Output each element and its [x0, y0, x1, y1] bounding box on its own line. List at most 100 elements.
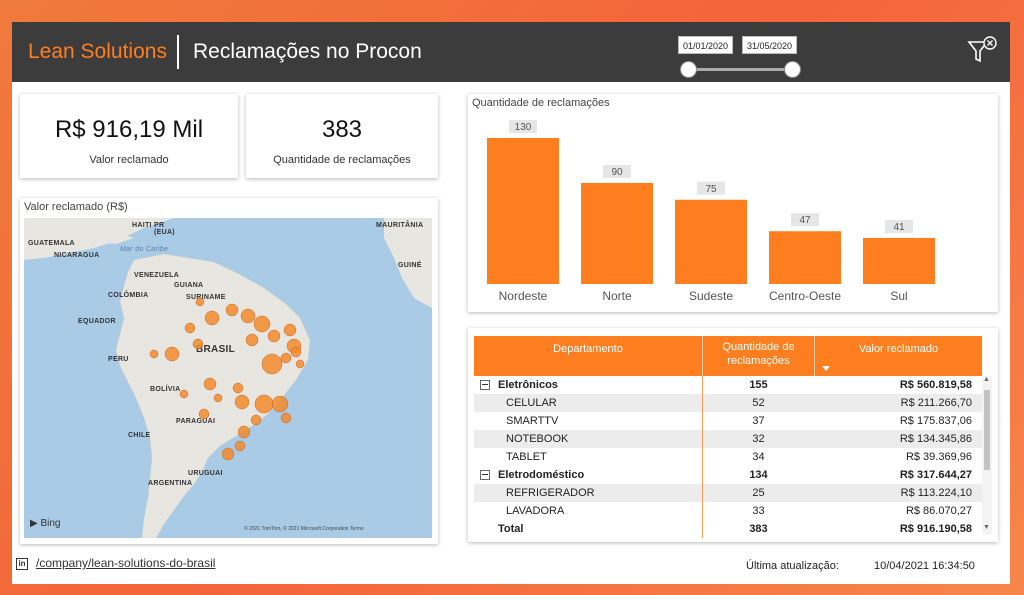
table-body: Eletrônicos 155 R$ 560.819,58 CELULAR 52 R$ 2…: [474, 376, 982, 538]
table-scrollbar[interactable]: ▲ ▼: [982, 376, 992, 534]
table-row[interactable]: CELULAR 52 R$ 211.266,70: [474, 394, 982, 412]
map-bubble[interactable]: [221, 447, 235, 461]
kpi-card-valor: R$ 916,19 Mil Valor reclamado: [20, 94, 238, 178]
row-valor: R$ 916.190,58: [899, 523, 972, 535]
department-table: Departamento Quantidade de reclamações V…: [468, 328, 998, 542]
table-row[interactable]: REFRIGERADOR 25 R$ 113.224,10: [474, 484, 982, 502]
bar-chart[interactable]: 130 Nordeste 90 Norte 75 Sudeste 47 Centro-Oest…: [468, 94, 998, 312]
map-bubble[interactable]: [204, 310, 220, 326]
kpi-value: 383: [321, 116, 363, 143]
map-bubble[interactable]: [254, 394, 274, 414]
row-valor: R$ 113.224,10: [900, 487, 972, 499]
bar-nordeste[interactable]: [487, 138, 559, 284]
map-label-haiti: HAITI: [132, 222, 152, 229]
map-bubble[interactable]: [240, 308, 256, 324]
data-label-bg: [791, 213, 819, 227]
header-bar: Lean Solutions Reclamações no Procon 01/…: [12, 22, 1010, 82]
map-bubble[interactable]: [203, 377, 217, 391]
linkedin-link[interactable]: in/company/lean-solutions-do-brasil: [16, 556, 215, 570]
map-bubble[interactable]: [250, 414, 262, 426]
map-bubble[interactable]: [184, 322, 196, 334]
bing-label: Bing: [40, 518, 61, 529]
data-label: 75: [705, 184, 717, 195]
row-valor: R$ 86.070,27: [905, 505, 972, 517]
map-bubble[interactable]: [271, 395, 289, 413]
bing-logo: ▶ Bing: [30, 518, 61, 529]
linkedin-link-text[interactable]: /company/lean-solutions-do-brasil: [36, 556, 216, 570]
bar-norte[interactable]: [581, 182, 653, 284]
sort-desc-icon[interactable]: [822, 366, 830, 371]
table-row[interactable]: SMARTTV 37 R$ 175.837,06: [474, 412, 982, 430]
date-range-slider[interactable]: [688, 68, 796, 71]
row-valor: R$ 317.644,27: [899, 469, 972, 481]
map-bubble[interactable]: [192, 338, 204, 350]
map-bubble[interactable]: [198, 408, 210, 420]
linkedin-icon: in: [16, 557, 28, 570]
data-label-bg: [697, 181, 725, 195]
category-label: Sul: [890, 289, 907, 303]
table-row[interactable]: TABLET 34 R$ 39.369,96: [474, 448, 982, 466]
row-valor: R$ 175.837,06: [899, 415, 972, 427]
map-bubble[interactable]: [195, 297, 205, 307]
clear-filters-icon[interactable]: [966, 34, 1002, 70]
scroll-thumb[interactable]: [984, 390, 990, 470]
table-row[interactable]: NOTEBOOK 32 R$ 134.345,86: [474, 430, 982, 448]
row-label: Eletrônicos: [498, 379, 558, 391]
slider-handle-start[interactable]: [680, 61, 697, 78]
map-bubble[interactable]: [261, 353, 283, 375]
map-bubble[interactable]: [213, 393, 223, 403]
brand-name: Lean Solutions: [28, 40, 167, 63]
bar-sul[interactable]: [863, 237, 935, 284]
map-bubble[interactable]: [253, 315, 271, 333]
row-quantidade: 383: [702, 520, 814, 538]
map-bubble[interactable]: [234, 394, 250, 410]
map-bubble[interactable]: [149, 349, 159, 359]
data-label-bg: [885, 219, 913, 233]
table-group-row[interactable]: Eletrônicos 155 R$ 560.819,58: [474, 376, 982, 394]
map-bubble[interactable]: [225, 303, 239, 317]
bar-centro-oeste[interactable]: [769, 231, 841, 284]
row-valor: R$ 211.266,70: [900, 397, 972, 409]
row-valor: R$ 560.819,58: [899, 379, 972, 391]
map-label-chile: CHILE: [128, 432, 151, 439]
map-bubble[interactable]: [283, 323, 297, 337]
map-label-bolivia: BOLÍVIA: [150, 386, 181, 393]
row-label: Total: [498, 523, 524, 535]
row-valor: R$ 39.369,96: [905, 451, 972, 463]
header-valor[interactable]: Valor reclamado: [814, 336, 982, 376]
map-bubble[interactable]: [237, 425, 251, 439]
map-label-equador: EQUADOR: [78, 318, 116, 325]
map-bubble[interactable]: [295, 359, 305, 369]
row-label: NOTEBOOK: [506, 433, 569, 445]
row-quantidade: 34: [702, 448, 814, 466]
category-label: Norte: [602, 289, 632, 303]
map-bubble[interactable]: [245, 333, 259, 347]
map-bubble[interactable]: [179, 389, 189, 399]
map-bubble[interactable]: [280, 412, 292, 424]
map-bubble[interactable]: [234, 440, 246, 452]
header-departamento[interactable]: Departamento: [553, 343, 623, 355]
table-group-row[interactable]: Eletrodoméstico 134 R$ 317.644,27: [474, 466, 982, 484]
bar-sudeste[interactable]: [675, 199, 747, 284]
data-label: 41: [893, 222, 905, 233]
slider-handle-end[interactable]: [784, 61, 801, 78]
table-total-row[interactable]: Total 383 R$ 916.190,58: [474, 520, 982, 538]
collapse-icon[interactable]: [480, 470, 490, 480]
kpi-label: Valor reclamado: [89, 154, 169, 166]
map-bubble[interactable]: [164, 346, 180, 362]
collapse-icon[interactable]: [480, 380, 490, 390]
date-start-input[interactable]: 01/01/2020: [678, 36, 734, 54]
map-bubble[interactable]: [232, 382, 244, 394]
scroll-up-icon[interactable]: ▲: [983, 376, 990, 383]
map-label-nicaragua: NICARAGUA: [54, 252, 100, 259]
table-row[interactable]: LAVADORA 33 R$ 86.070,27: [474, 502, 982, 520]
scroll-down-icon[interactable]: ▼: [983, 524, 990, 531]
map-bubble[interactable]: [290, 346, 302, 358]
bubble-map[interactable]: HAITI PR (EUA) Mar do Caribe MAURITÂNIA …: [24, 218, 432, 538]
map-label-pr: PR (EUA): [154, 222, 175, 236]
map-bubble[interactable]: [267, 329, 281, 343]
header-quantidade[interactable]: Quantidade de reclamações: [702, 336, 814, 376]
map-title: Valor reclamado (R$): [24, 201, 128, 213]
date-end-input[interactable]: 31/05/2020: [742, 36, 798, 54]
map-bubble[interactable]: [280, 352, 292, 364]
